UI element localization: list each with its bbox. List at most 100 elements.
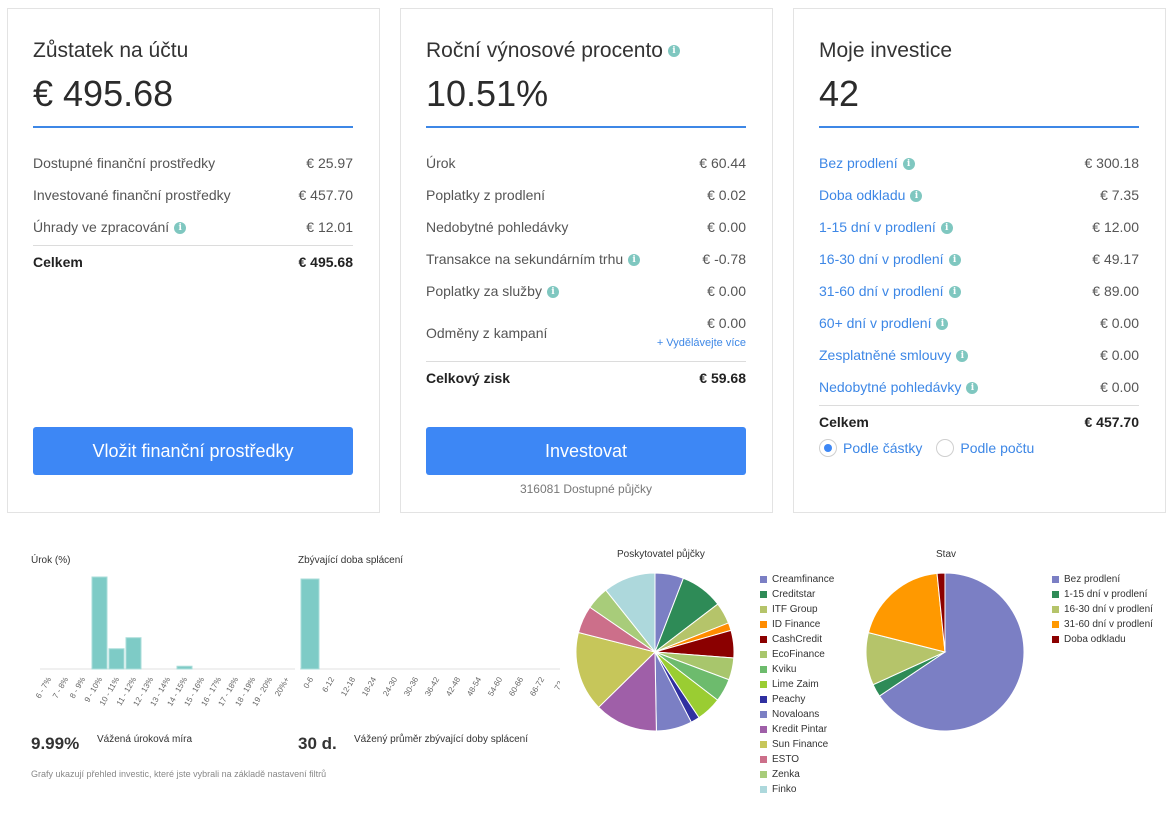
row-campaign-rewards: Odměny z kampaní € 0.00 + Vydělávejte ví… (426, 307, 746, 359)
status-legend: Bez prodlení 1-15 dní v prodlení 16-30 dní… (1052, 572, 1153, 647)
legend-item[interactable]: ID Finance (760, 617, 834, 632)
row-value: € 0.00 (707, 219, 746, 235)
info-icon[interactable]: i (948, 254, 961, 267)
row-label: Odměny z kampaní (426, 325, 548, 341)
total-value: € 495.68 (298, 254, 354, 270)
pie-slice[interactable] (605, 572, 656, 654)
legend-item[interactable]: Novaloans (760, 707, 834, 722)
legend-item[interactable]: Creditstar (760, 587, 834, 602)
earn-more-link[interactable]: + Vydělávejte více (656, 337, 746, 349)
title-underline (819, 126, 1139, 128)
row-accelerated[interactable]: Zesplatněné smlouvy i € 0.00 (819, 339, 1139, 371)
info-icon[interactable]: i (628, 254, 641, 267)
info-icon[interactable]: i (940, 222, 953, 235)
row-value: € 12.00 (1092, 219, 1139, 235)
tick-label: 24-30 (381, 675, 399, 698)
tick-label: 20%+ (273, 675, 291, 698)
row-grace-period[interactable]: Doba odkladu i € 7.35 (819, 179, 1139, 211)
row-total: Celkem € 495.68 (33, 246, 353, 278)
total-label: Celkem (819, 414, 869, 430)
legend-item[interactable]: Creamfinance (760, 572, 834, 587)
histogram-bar[interactable] (125, 637, 142, 670)
info-icon[interactable]: i (902, 158, 915, 171)
row-value: € 25.97 (306, 155, 353, 171)
row-late-16-30[interactable]: 16-30 dní v prodlení i € 49.17 (819, 243, 1139, 275)
legend-item[interactable]: Zenka (760, 767, 834, 782)
invest-button[interactable]: Investovat (426, 427, 746, 475)
row-label[interactable]: 31-60 dní v prodlení (819, 283, 944, 299)
row-label[interactable]: 1-15 dní v prodlení (819, 219, 936, 235)
info-icon[interactable]: i (956, 350, 969, 363)
card-title: Zůstatek na účtu (33, 39, 189, 62)
legend-swatch (760, 756, 767, 763)
info-icon[interactable]: i (174, 222, 187, 235)
info-icon[interactable]: i (910, 190, 923, 203)
interest-chart-label: Úrok (%) (31, 555, 71, 566)
deposit-funds-button[interactable]: Vložit finanční prostředky (33, 427, 353, 475)
row-late-60-plus[interactable]: 60+ dní v prodlení i € 0.00 (819, 307, 1139, 339)
legend-item[interactable]: ESTO (760, 752, 834, 767)
legend-item[interactable]: 31-60 dní v prodlení (1052, 617, 1153, 632)
row-label[interactable]: Doba odkladu (819, 187, 906, 203)
pie-slice[interactable] (597, 650, 657, 732)
row-current[interactable]: Bez prodlení i € 300.18 (819, 147, 1139, 179)
legend-item[interactable]: ITF Group (760, 602, 834, 617)
row-value: € 49.17 (1092, 251, 1139, 267)
legend-item[interactable]: Finko (760, 782, 834, 797)
legend-swatch (760, 771, 767, 778)
legend-item[interactable]: CashCredit (760, 632, 834, 647)
info-icon[interactable]: i (966, 382, 979, 395)
row-label[interactable]: Zesplatněné smlouvy (819, 347, 952, 363)
legend-swatch (760, 666, 767, 673)
lender-legend: Creamfinance Creditstar ITF Group ID Financ… (760, 572, 834, 797)
row-label: Úhrady ve zpracování (33, 219, 170, 235)
row-label[interactable]: Nedobytné pohledávky (819, 379, 962, 395)
legend-item[interactable]: Bez prodlení (1052, 572, 1153, 587)
row-bad-debts[interactable]: Nedobytné pohledávky i € 0.00 (819, 371, 1139, 403)
histogram-charts: 6 - 7%7 - 8%8 - 9%9 - 10%10 - 11%11 - 12… (34, 576, 560, 708)
histogram-bar[interactable] (300, 578, 320, 670)
pie-slice[interactable] (878, 572, 1025, 732)
status-chart-title: Stav (936, 549, 957, 560)
row-value: € 457.70 (298, 187, 354, 203)
legend-item[interactable]: 1-15 dní v prodlení (1052, 587, 1153, 602)
info-icon[interactable]: i (667, 45, 680, 58)
row-label[interactable]: Bez prodlení (819, 155, 898, 171)
info-icon[interactable]: i (546, 286, 559, 299)
radio-by-count[interactable] (936, 439, 955, 457)
row-total-profit: Celkový zisk € 59.68 (426, 362, 746, 394)
info-icon[interactable]: i (948, 286, 961, 299)
radio-label[interactable]: Podle částky (843, 440, 923, 456)
histogram-bar[interactable] (108, 648, 125, 670)
pie-slice[interactable] (867, 572, 946, 653)
legend-item[interactable]: Sun Finance (760, 737, 834, 752)
histogram-bar[interactable] (91, 576, 108, 670)
pie-slice[interactable] (936, 572, 946, 653)
account-balance-card: Zůstatek na účtu € 495.68 Dostupné finan… (7, 8, 380, 513)
row-value: € 300.18 (1084, 155, 1140, 171)
legend-swatch (760, 576, 767, 583)
info-icon[interactable]: i (936, 318, 949, 331)
histogram-bar[interactable] (176, 665, 193, 670)
row-label: Poplatky z prodlení (426, 187, 546, 203)
row-late-31-60[interactable]: 31-60 dní v prodlení i € 89.00 (819, 275, 1139, 307)
legend-label: Kviku (772, 664, 797, 675)
row-value: € 89.00 (1092, 283, 1139, 299)
legend-label: 1-15 dní v prodlení (1064, 589, 1148, 600)
legend-item[interactable]: Lime Zaim (760, 677, 834, 692)
card-title: Moje investice (819, 39, 953, 62)
legend-item[interactable]: Kredit Pintar (760, 722, 834, 737)
radio-by-amount[interactable] (819, 439, 837, 457)
row-late-1-15[interactable]: 1-15 dní v prodlení i € 12.00 (819, 211, 1139, 243)
legend-item[interactable]: EcoFinance (760, 647, 834, 662)
legend-item[interactable]: Doba odkladu (1052, 632, 1153, 647)
radio-label[interactable]: Podle počtu (960, 440, 1035, 456)
legend-item[interactable]: Peachy (760, 692, 834, 707)
pie-slice[interactable] (575, 631, 656, 709)
row-label[interactable]: 16-30 dní v prodlení (819, 251, 944, 267)
legend-item[interactable]: Kviku (760, 662, 834, 677)
legend-item[interactable]: 16-30 dní v prodlení (1052, 602, 1153, 617)
legend-swatch (1052, 591, 1059, 598)
legend-label: 16-30 dní v prodlení (1064, 604, 1153, 615)
row-label[interactable]: 60+ dní v prodlení (819, 315, 932, 331)
